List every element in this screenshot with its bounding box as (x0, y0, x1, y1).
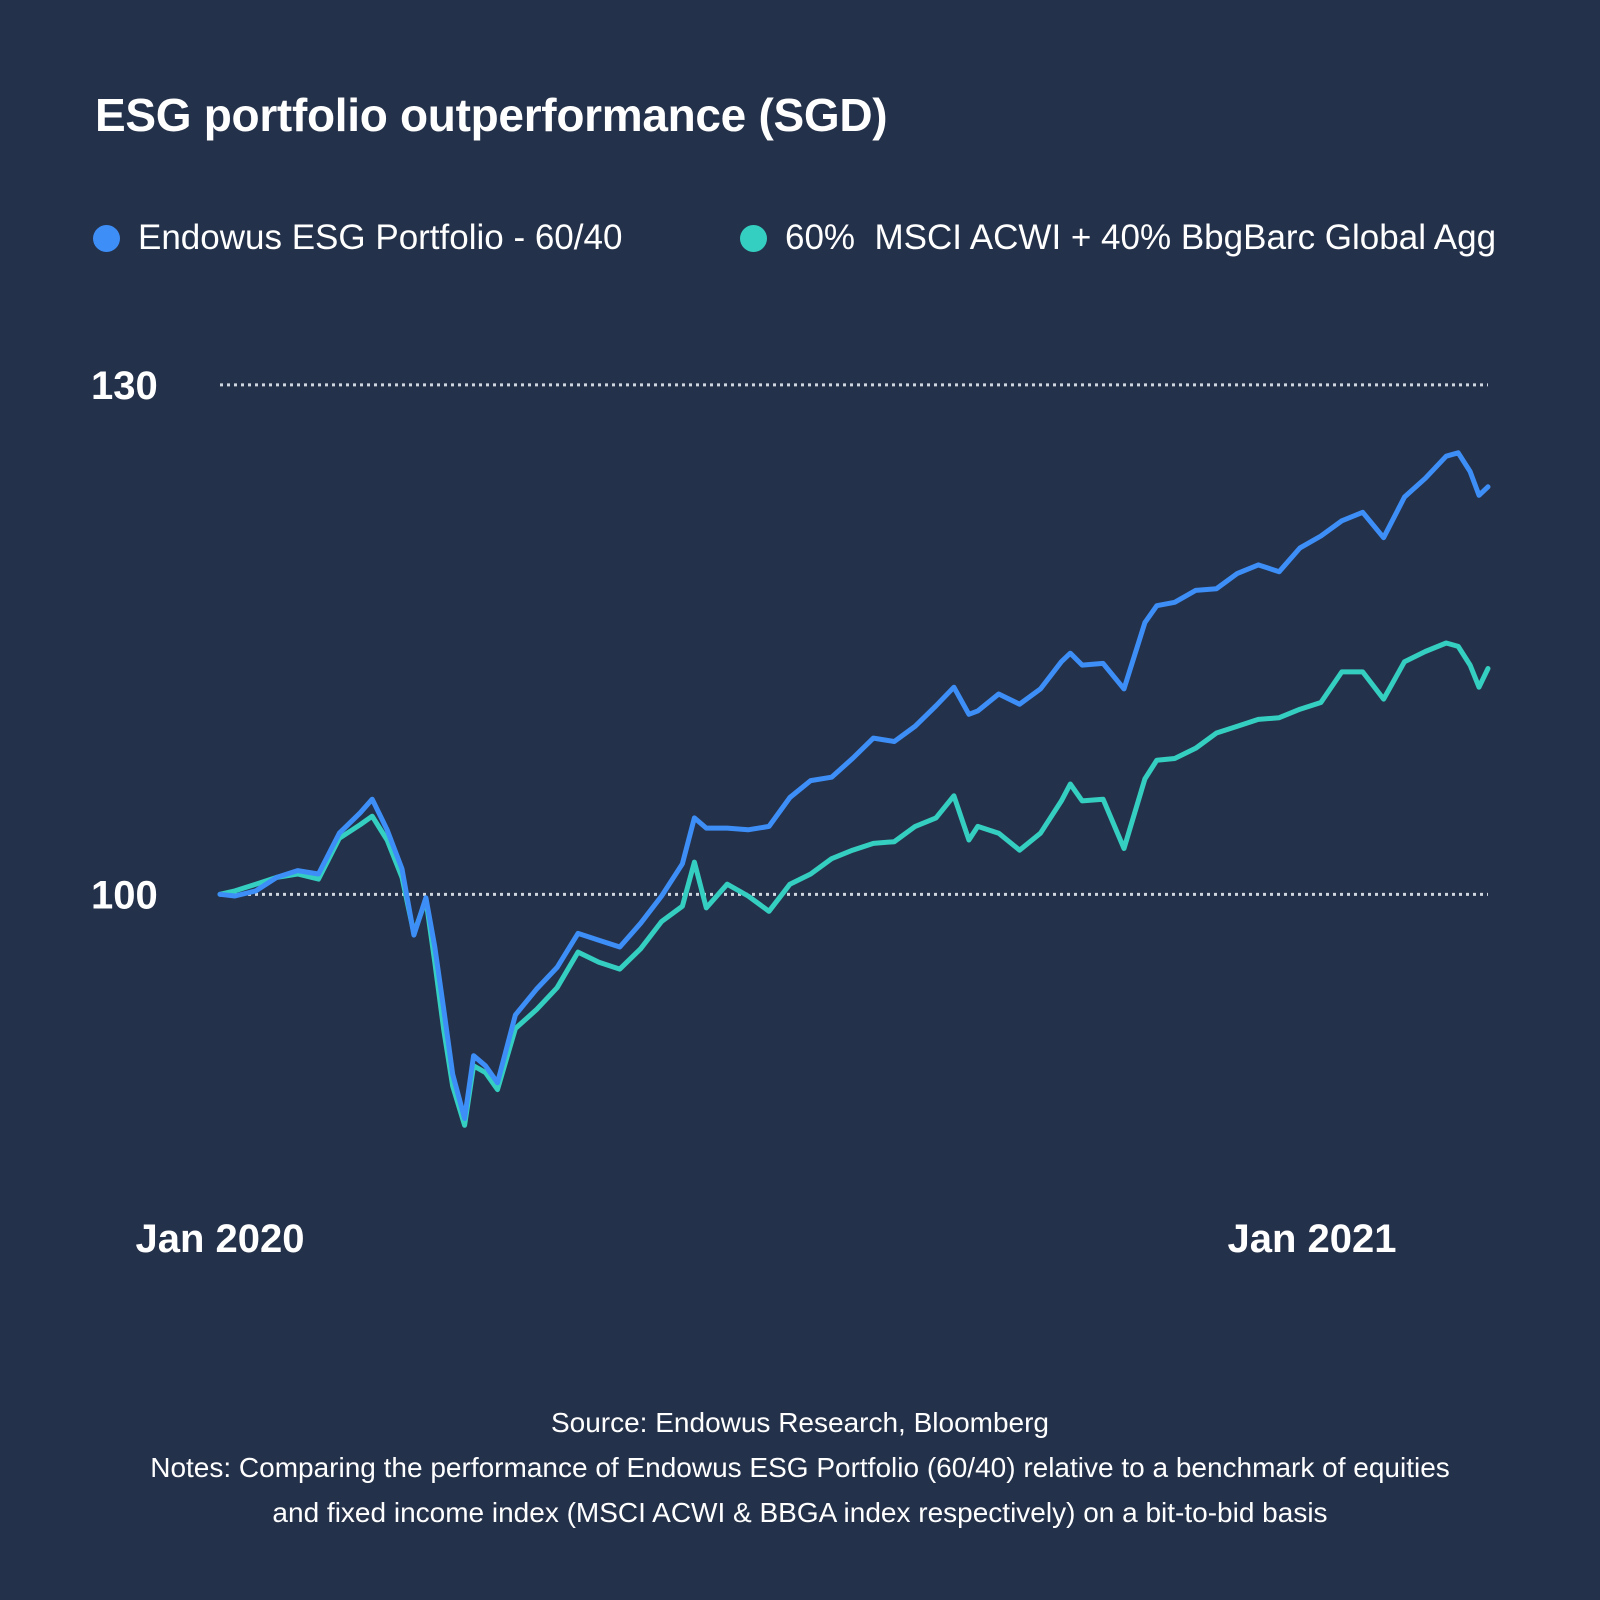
legend-item-benchmark: 60% MSCI ACWI + 40% BbgBarc Global Agg (740, 218, 1496, 258)
notes-line-2: and fixed income index (MSCI ACWI & BBGA… (272, 1497, 1328, 1528)
series-lines (217, 450, 1491, 1128)
chart-title: ESG portfolio outperformance (SGD) (95, 89, 888, 141)
notes-line-1: Notes: Comparing the performance of Endo… (150, 1452, 1450, 1483)
x-tick-label: Jan 2020 (135, 1217, 304, 1261)
legend-item-esg: Endowus ESG Portfolio - 60/40 (93, 218, 622, 258)
y-tick-label: 100 (91, 873, 158, 917)
legend-swatch-esg (93, 224, 120, 252)
gridlines (220, 383, 1488, 896)
legend-swatch-benchmark (740, 224, 767, 252)
series-line-esg (217, 450, 1491, 1121)
x-tick-label: Jan 2021 (1227, 1217, 1396, 1261)
y-tick-label: 130 (91, 364, 158, 408)
series-line-benchmark (217, 640, 1491, 1128)
source-note: Source: Endowus Research, Bloomberg (550, 1407, 1050, 1438)
legend-label-esg: Endowus ESG Portfolio - 60/40 (138, 218, 623, 257)
legend-label-benchmark: 60% MSCI ACWI + 40% BbgBarc Global Agg (785, 218, 1497, 257)
line-chart: 100 130 Jan 2020 Jan 2021 (91, 364, 1491, 1261)
axis-ticks: 100 130 Jan 2020 Jan 2021 (91, 364, 1396, 1261)
